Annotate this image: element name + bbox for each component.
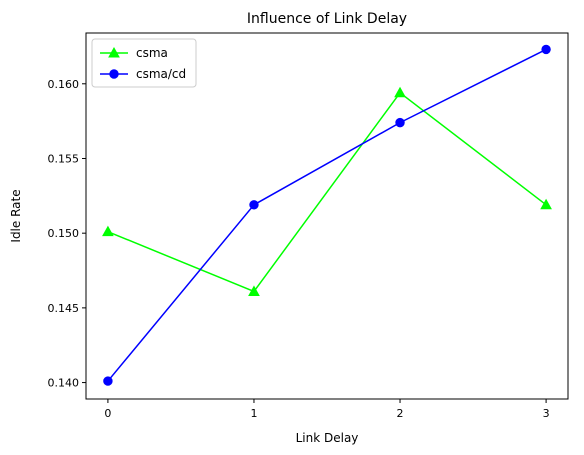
y-tick-label: 0.140 [48,377,80,390]
y-tick-label: 0.155 [48,152,80,165]
series-csma-cd [104,45,551,385]
x-tick-label: 3 [543,407,550,420]
x-tick-label: 1 [250,407,257,420]
data-point-csma-cd [396,118,404,126]
data-point-csma-cd [542,45,550,53]
y-tick-label: 0.145 [48,302,80,315]
y-tick-label: 0.150 [48,227,80,240]
data-point-csma [103,227,113,236]
y-axis-label: Idle Rate [9,189,23,242]
data-point-csma [541,200,551,209]
series-layer [103,45,551,385]
series-line-csma [108,93,546,292]
plot-frame [86,33,568,399]
legend-marker-csma-cd [110,70,118,78]
legend-label-csma: csma [136,46,168,60]
series-csma [103,88,551,296]
x-tick-label: 2 [397,407,404,420]
chart-title: Influence of Link Delay [247,11,407,27]
axis-ticks: 0 1 2 3 0.140 0.145 0.150 0.155 0.160 [48,78,550,420]
data-point-csma [395,88,405,97]
x-tick-label: 0 [104,407,111,420]
legend: csma csma/cd [92,39,196,87]
data-point-csma-cd [250,201,258,209]
series-line-csma-cd [108,49,546,381]
legend-label-csma-cd: csma/cd [136,67,186,81]
data-point-csma-cd [104,377,112,385]
y-tick-label: 0.160 [48,78,80,91]
x-axis-label: Link Delay [296,431,359,445]
